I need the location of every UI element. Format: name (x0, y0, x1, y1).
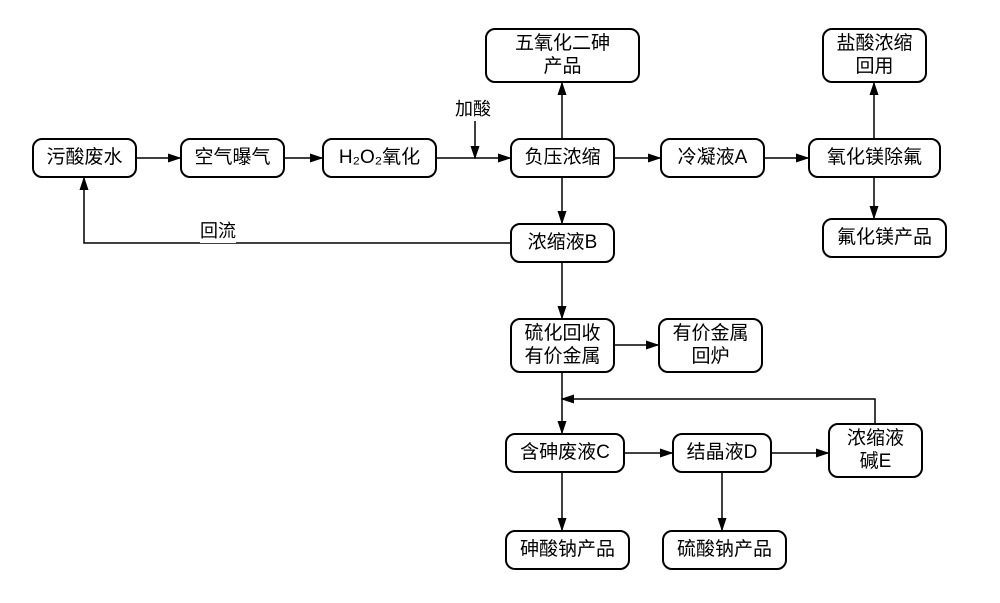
node-n17: 硫酸钠产品 (662, 530, 787, 570)
node-n11: 硫化回收有价金属 (510, 318, 615, 373)
node-n4: 负压浓缩 (510, 138, 615, 178)
node-n13: 含砷废液C (505, 433, 625, 473)
node-n12: 有价金属回炉 (658, 318, 763, 373)
node-n6: 冷凝液A (660, 138, 765, 178)
label-reflux: 回流 (200, 217, 236, 243)
node-n15: 浓缩液碱E (828, 423, 923, 478)
node-n7: 氧化镁除氟 (808, 138, 941, 178)
node-n9: 氟化镁产品 (822, 218, 947, 258)
edges-layer (0, 0, 1000, 603)
node-n5: 五氧化二砷产品 (485, 28, 640, 83)
node-n8: 盐酸浓缩回用 (822, 28, 927, 83)
edge-n15-n13 (562, 399, 875, 423)
node-n3: H₂O₂氧化 (322, 138, 437, 178)
node-n14: 结晶液D (672, 433, 772, 473)
label-acid: 加酸 (455, 95, 491, 121)
node-n2: 空气曝气 (180, 138, 285, 178)
node-n10: 浓缩液B (510, 223, 615, 263)
edge-n10-n1 (84, 178, 510, 243)
node-n16: 砷酸钠产品 (505, 530, 630, 570)
node-n1: 污酸废水 (32, 138, 137, 178)
